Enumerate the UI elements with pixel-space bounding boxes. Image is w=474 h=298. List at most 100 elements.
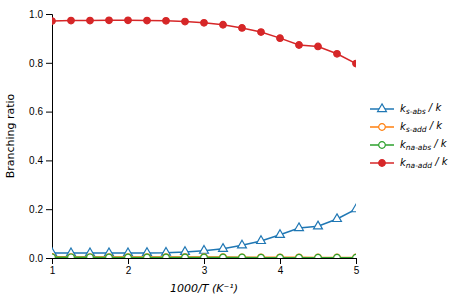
point: [315, 254, 322, 258]
point: [296, 254, 303, 258]
point: [87, 17, 94, 24]
point: [334, 50, 341, 57]
y-tick-mark: [46, 14, 52, 15]
point: [219, 244, 228, 252]
legend-marker: [379, 142, 386, 149]
y-tick-mark: [46, 160, 52, 161]
point: [239, 254, 246, 258]
x-tick: 4: [278, 258, 284, 276]
legend-marker: [379, 124, 386, 131]
series: [52, 254, 356, 258]
y-tick: 0.4: [29, 155, 52, 166]
y-tick: 0.0: [29, 253, 52, 264]
point: [257, 236, 266, 244]
legend-marker: [378, 104, 387, 112]
x-tick: 3: [202, 258, 208, 276]
legend-item: ks-add / k: [370, 120, 443, 134]
x-tick-label: 3: [202, 265, 208, 276]
y-tick: 0.8: [29, 58, 52, 69]
point: [334, 254, 341, 258]
series: [52, 253, 356, 258]
y-tick-label: 1.0: [29, 9, 43, 20]
x-tick: 2: [126, 258, 132, 276]
point: [144, 254, 151, 258]
x-tick-label: 4: [278, 265, 284, 276]
series-line: [52, 20, 356, 63]
series: [52, 17, 356, 67]
point: [87, 254, 94, 258]
legend-item: ks-abs / k: [370, 102, 442, 116]
x-tick-label: 2: [126, 265, 132, 276]
point: [277, 254, 284, 258]
point: [201, 254, 208, 258]
point: [220, 254, 227, 258]
legend-label: ks-abs / k: [400, 102, 442, 116]
y-tick: 0.6: [29, 106, 52, 117]
point: [352, 204, 356, 212]
y-tick-mark: [46, 63, 52, 64]
y-tick-mark: [46, 258, 52, 259]
point: [144, 17, 151, 24]
legend-label: kna-abs / k: [400, 138, 448, 152]
x-tick-label: 1: [50, 265, 56, 276]
point: [87, 254, 94, 258]
x-tick-mark: [204, 258, 205, 264]
point: [353, 60, 356, 67]
y-axis: 0.0 0.2 0.4 0.6 0.8 1.0: [29, 9, 52, 264]
point: [333, 214, 342, 222]
y-axis-title: Branching ratio: [4, 93, 17, 178]
point: [106, 254, 113, 258]
point: [353, 254, 356, 258]
point: [163, 254, 170, 258]
point: [52, 254, 55, 258]
point: [239, 25, 246, 32]
point: [106, 17, 113, 24]
y-tick-label: 0.8: [29, 58, 43, 69]
point: [68, 254, 75, 258]
point: [125, 254, 132, 258]
series: [52, 204, 356, 256]
point: [315, 254, 322, 258]
y-tick-label: 0.4: [29, 155, 43, 166]
legend: ks-abs / kks-add / kkna-abs / kkna-add /…: [370, 102, 449, 170]
point: [334, 254, 341, 258]
y-tick: 0.2: [29, 204, 52, 215]
x-tick-mark: [356, 258, 357, 264]
point: [144, 254, 151, 258]
point: [239, 254, 246, 258]
point: [201, 19, 208, 26]
point: [182, 254, 189, 258]
point: [296, 254, 303, 258]
point: [220, 254, 227, 258]
y-tick-mark: [46, 209, 52, 210]
x-tick-label: 5: [354, 265, 360, 276]
legend-marker: [379, 160, 386, 167]
point: [353, 254, 356, 258]
x-tick-mark: [280, 258, 281, 264]
point: [295, 223, 304, 231]
point: [314, 221, 323, 229]
point: [200, 246, 209, 254]
point: [277, 35, 284, 42]
y-tick-label: 0.6: [29, 106, 43, 117]
point: [182, 254, 189, 258]
point: [68, 17, 75, 24]
y-tick-mark: [46, 112, 52, 113]
point: [315, 43, 322, 50]
legend-item: kna-abs / k: [370, 138, 448, 152]
legend-label: ks-add / k: [400, 120, 443, 134]
point: [163, 18, 170, 25]
point: [182, 18, 189, 25]
x-tick: 5: [354, 258, 360, 276]
plot: 1 2 3 4 5 0.0 0.2 0.4 0.6 0.8 1.0: [29, 9, 360, 276]
point: [125, 17, 132, 24]
x-axis-line: [53, 259, 357, 265]
chart: 1 2 3 4 5 0.0 0.2 0.4 0.6 0.8 1.0 1000/T (K⁻¹) Branc…: [0, 0, 474, 298]
y-tick: 1.0: [29, 9, 52, 20]
series-line: [52, 209, 356, 253]
x-axis: 1 2 3 4 5: [50, 258, 360, 276]
point: [52, 253, 55, 258]
x-axis-title: 1000/T (K⁻¹): [170, 282, 238, 295]
point: [52, 18, 55, 25]
point: [258, 254, 265, 258]
